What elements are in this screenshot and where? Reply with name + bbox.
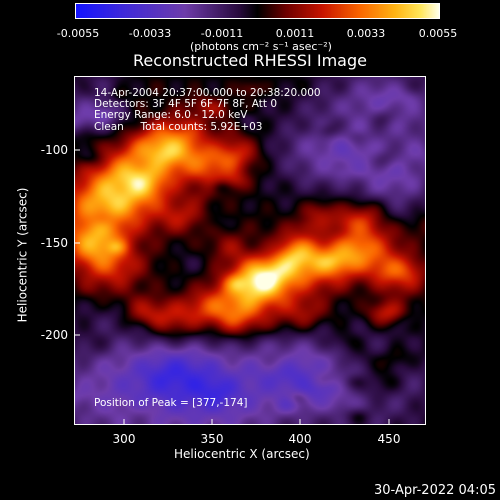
detectors-annotation: Detectors: 3F 4F 5F 6F 7F 8F, Att 0 [94,98,278,110]
plot-title: Reconstructed RHESSI Image [133,51,367,70]
colorbar-unit-label: (photons cm⁻² s⁻¹ asec⁻²) [190,40,332,53]
peak-position-annotation: Position of Peak = [377,-174] [94,397,248,409]
x-tick-label: 450 [377,432,401,446]
colorbar-tick-label: 0.0055 [418,27,458,40]
colorbar-tick-label: -0.0055 [56,27,100,40]
colorbar-tick-label: -0.0011 [200,27,244,40]
colorbar-tick-label: 0.0033 [346,27,386,40]
y-tick-label: -200 [40,328,68,342]
time-range-annotation: 14-Apr-2004 20:37:00.000 to 20:38:20.000 [94,87,321,99]
colorbar [75,3,440,19]
y-axis-label: Heliocentric Y (arcsec) [15,187,30,323]
footer-date: 30-Apr-2022 04:05 [374,483,496,498]
clean-counts-annotation: Clean Total counts: 5.92E+03 [94,121,263,133]
heatmap-plot [74,76,426,425]
colorbar-tick-label: -0.0033 [128,27,172,40]
x-tick-label: 400 [288,432,312,446]
colorbar-tick-label: 0.0011 [275,27,315,40]
x-axis-label: Heliocentric X (arcsec) [174,447,310,461]
y-tick-label: -150 [40,236,68,250]
y-tick-label: -100 [40,143,68,157]
heatmap-image [75,77,425,424]
x-tick-label: 350 [200,432,224,446]
energy-range-annotation: Energy Range: 6.0 - 12.0 keV [94,109,248,121]
x-tick-label: 300 [112,432,136,446]
